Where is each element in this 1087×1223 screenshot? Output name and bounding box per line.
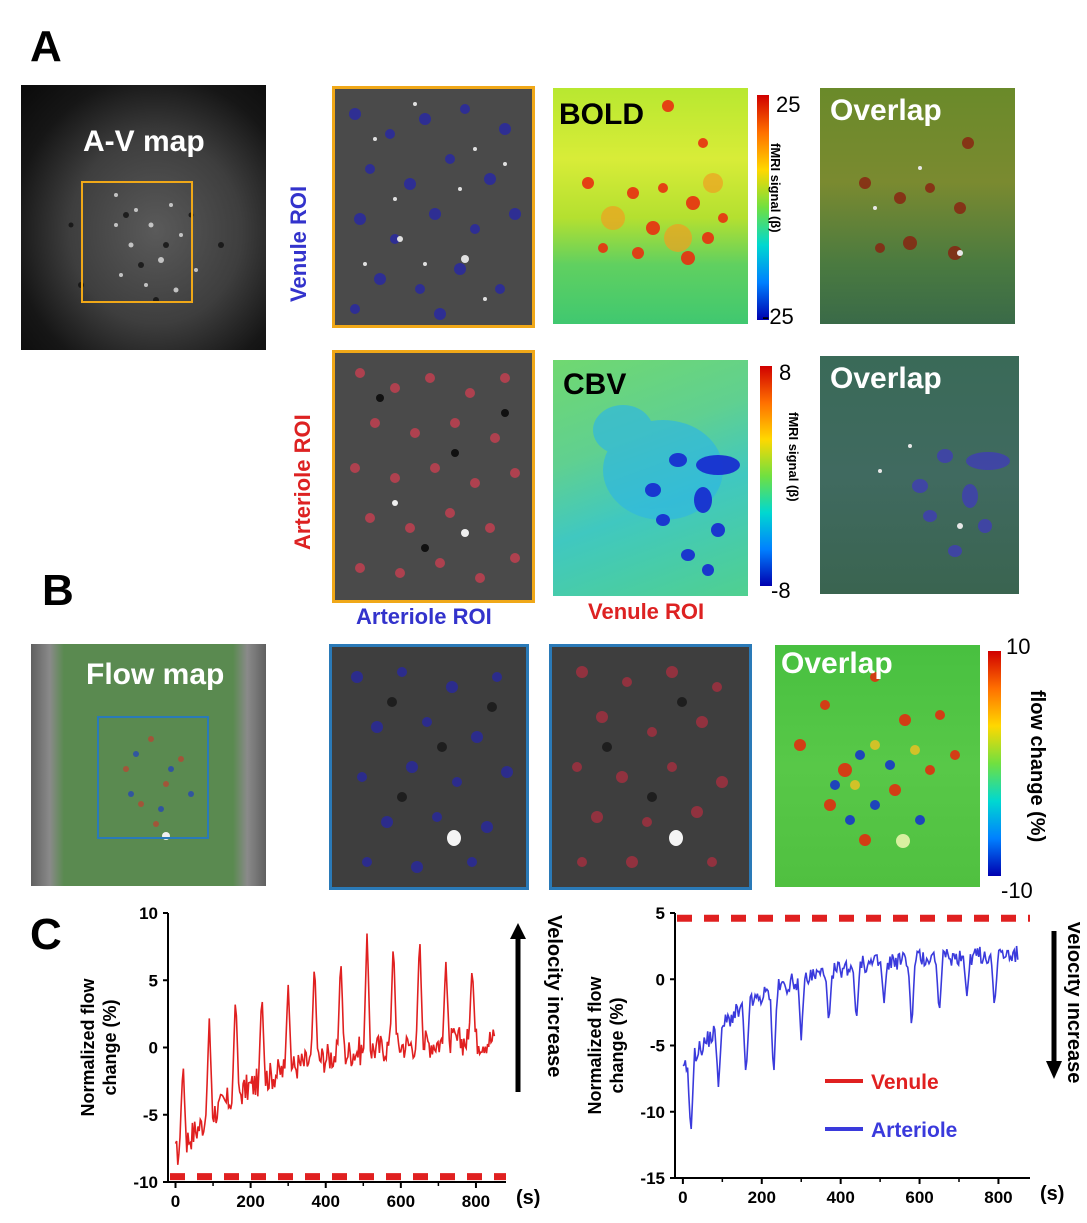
x-tick-label: 400 xyxy=(312,1192,340,1211)
chart-venule: 10 5 0 -5 -10 0 200 400 600 800 (s) Normalized flow… xyxy=(78,904,565,1211)
series-line-arteriole xyxy=(682,945,1019,1130)
y-tick-label: 0 xyxy=(656,970,665,989)
venule-roi-image xyxy=(332,86,535,328)
x-tick-label: 600 xyxy=(905,1188,933,1207)
y-tick-label: 5 xyxy=(656,904,665,923)
series-line-venule xyxy=(174,933,496,1165)
flow-venule-roi-dots xyxy=(351,667,513,873)
cbv-colorbar xyxy=(760,366,772,586)
cbv-map-image: CBV xyxy=(553,360,748,596)
x-tick-label: 0 xyxy=(171,1192,180,1211)
x-axis-label: (s) xyxy=(516,1187,540,1209)
venule-roi-vertical-label: Venule ROI xyxy=(286,185,311,302)
cbv-map-hotspots xyxy=(593,405,740,576)
bold-colorbar-title: fMRI signal (β) xyxy=(768,143,783,233)
y-tick-label: -5 xyxy=(650,1037,665,1056)
y-axis-label-line2: change (%) xyxy=(607,997,627,1093)
y-tick-label: -15 xyxy=(640,1169,665,1188)
arteriole-roi-dots xyxy=(350,368,520,583)
flow-colorbar xyxy=(988,651,1001,876)
x-tick-label: 800 xyxy=(462,1192,490,1211)
cbv-colorbar-max: 8 xyxy=(779,360,792,385)
y-tick-label: -5 xyxy=(143,1106,158,1125)
y-tick-label: 0 xyxy=(149,1039,158,1058)
velocity-arrow-head xyxy=(510,923,526,939)
bold-label: BOLD xyxy=(559,98,644,131)
x-tick-label: 800 xyxy=(984,1188,1012,1207)
av-map-image: A-V map xyxy=(21,85,266,350)
cbv-colorbar-min: -8 xyxy=(771,578,791,603)
av-map-texture xyxy=(68,193,224,303)
velocity-annotation: Velocity increase xyxy=(543,915,565,1077)
cbv-overlap-dots xyxy=(878,444,1010,557)
cbv-overlap-image: Overlap xyxy=(820,356,1019,594)
y-axis-label-line2: change (%) xyxy=(100,999,120,1095)
flow-overlap-image: Overlap xyxy=(775,645,980,887)
y-tick-label: -10 xyxy=(133,1173,158,1192)
y-tick-label: 10 xyxy=(139,904,158,923)
y-axis-label-line1: Normalized flow xyxy=(585,975,605,1114)
flow-arteriole-roi-dots xyxy=(572,666,728,868)
velocity-annotation-text: Velocity increase xyxy=(1063,921,1080,1083)
x-tick-label: 600 xyxy=(387,1192,415,1211)
x-tick-label: 400 xyxy=(826,1188,854,1207)
flow-map-label: Flow map xyxy=(86,658,225,691)
y-tick-label: 5 xyxy=(149,971,158,990)
flow-overlap-dots xyxy=(794,672,960,848)
arteriole-roi-image xyxy=(332,350,535,603)
legend-label: Venule xyxy=(871,1071,939,1094)
arteriole-roi-vertical-label: Arteriole ROI xyxy=(290,414,315,550)
y-axis-label: Normalized flow change (%) xyxy=(78,977,120,1116)
bold-colorbar-max: 25 xyxy=(776,92,801,117)
bold-colorbar-min: -25 xyxy=(762,304,794,329)
cbv-overlap-label: Overlap xyxy=(830,362,942,395)
flow-arteriole-roi-image xyxy=(549,644,752,890)
venule-roi-dots xyxy=(349,102,521,320)
y-axis-label-line1: Normalized flow xyxy=(78,977,98,1116)
bottom-label-arteriole-roi: Arteriole ROI xyxy=(356,604,492,629)
x-axis-label: (s) xyxy=(1040,1183,1064,1205)
flow-map-image: Flow map xyxy=(31,644,266,886)
av-map-label: A-V map xyxy=(83,125,205,158)
x-tick-label: 200 xyxy=(236,1192,264,1211)
bold-overlap-image: Overlap xyxy=(820,88,1015,324)
y-tick-label: -10 xyxy=(640,1103,665,1122)
panel-letter-b: B xyxy=(42,566,74,615)
velocity-arrow-head xyxy=(1046,1061,1062,1079)
y-axis-label: Normalized flow change (%) xyxy=(585,975,627,1114)
flow-overlap-label: Overlap xyxy=(781,647,893,680)
panel-letter-c: C xyxy=(30,910,62,959)
av-map-roi-box xyxy=(81,181,193,303)
bottom-label-venule-roi: Venule ROI xyxy=(588,599,705,624)
bold-map-image: BOLD xyxy=(553,88,748,324)
legend-label: Arteriole xyxy=(871,1119,957,1142)
flow-colorbar-max: 10 xyxy=(1006,634,1031,659)
flow-venule-roi-image xyxy=(329,644,529,890)
bold-colorbar xyxy=(757,95,769,320)
bold-map-hotspots xyxy=(582,100,728,265)
bold-overlap-label: Overlap xyxy=(830,94,942,127)
flow-map-roi-box xyxy=(97,716,209,839)
chart-arteriole: 5 0 -5 -10 -15 0 200 400 600 800 (s) Normalized flo… xyxy=(585,904,1080,1207)
velocity-annotation: Velocity increase xyxy=(1063,921,1080,1083)
cbv-colorbar-title: fMRI signal (β) xyxy=(786,412,801,502)
flow-colorbar-min: -10 xyxy=(1001,878,1033,903)
velocity-annotation-text: Velocity increase xyxy=(543,915,565,1077)
cbv-label: CBV xyxy=(563,368,627,401)
bold-overlap-dots xyxy=(859,137,974,260)
x-tick-label: 0 xyxy=(678,1188,687,1207)
x-tick-label: 200 xyxy=(748,1188,776,1207)
panel-letter-a: A xyxy=(30,22,62,71)
flow-colorbar-title: flow change (%) xyxy=(1026,690,1048,843)
